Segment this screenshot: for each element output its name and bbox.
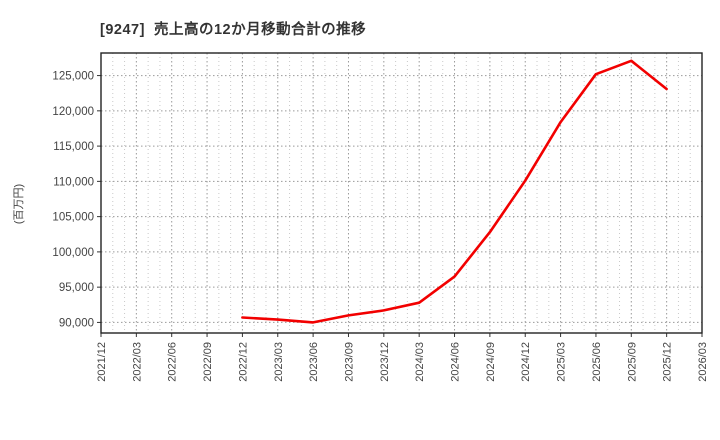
y-tick-label: 120,000 <box>52 106 94 118</box>
y-axis-title: (百万円) <box>13 183 25 225</box>
x-tick-label: 2024/03 <box>414 342 426 382</box>
x-tick-label: 2021/12 <box>96 342 108 382</box>
x-tick-label: 2023/09 <box>343 342 355 382</box>
x-tick-label: 2025/12 <box>662 342 674 382</box>
x-tick-label: 2024/12 <box>520 342 532 382</box>
x-tick-label: 2022/12 <box>237 342 249 382</box>
y-tick-label: 115,000 <box>53 141 94 153</box>
sales-moving-total-line <box>241 59 668 324</box>
x-tick-label: 2023/12 <box>379 342 391 382</box>
x-tick-label: 2024/06 <box>450 342 462 382</box>
y-tick-label: 100,000 <box>52 247 94 259</box>
x-tick-label: 2026/03 <box>697 342 709 382</box>
x-tick-label: 2025/06 <box>591 342 603 382</box>
y-tick-label: 110,000 <box>53 176 94 188</box>
x-tick-label: 2022/03 <box>131 342 143 382</box>
x-tick-label: 2025/09 <box>626 342 638 382</box>
y-tick-label: 90,000 <box>59 317 94 329</box>
x-tick-label: 2023/03 <box>273 342 285 382</box>
x-tick-label: 2024/09 <box>485 342 497 382</box>
y-tick-label: 105,000 <box>52 212 94 224</box>
x-tick-label: 2022/06 <box>167 342 179 382</box>
plot-border <box>100 52 703 334</box>
x-tick-label: 2025/03 <box>556 342 568 382</box>
x-tick-label: 2022/09 <box>202 342 214 382</box>
chart-title: [9247] 売上高の12か月移動合計の推移 <box>100 22 367 38</box>
y-tick-label: 125,000 <box>52 71 94 83</box>
y-tick-label: 95,000 <box>59 282 94 294</box>
x-tick-label: 2023/06 <box>308 342 320 382</box>
